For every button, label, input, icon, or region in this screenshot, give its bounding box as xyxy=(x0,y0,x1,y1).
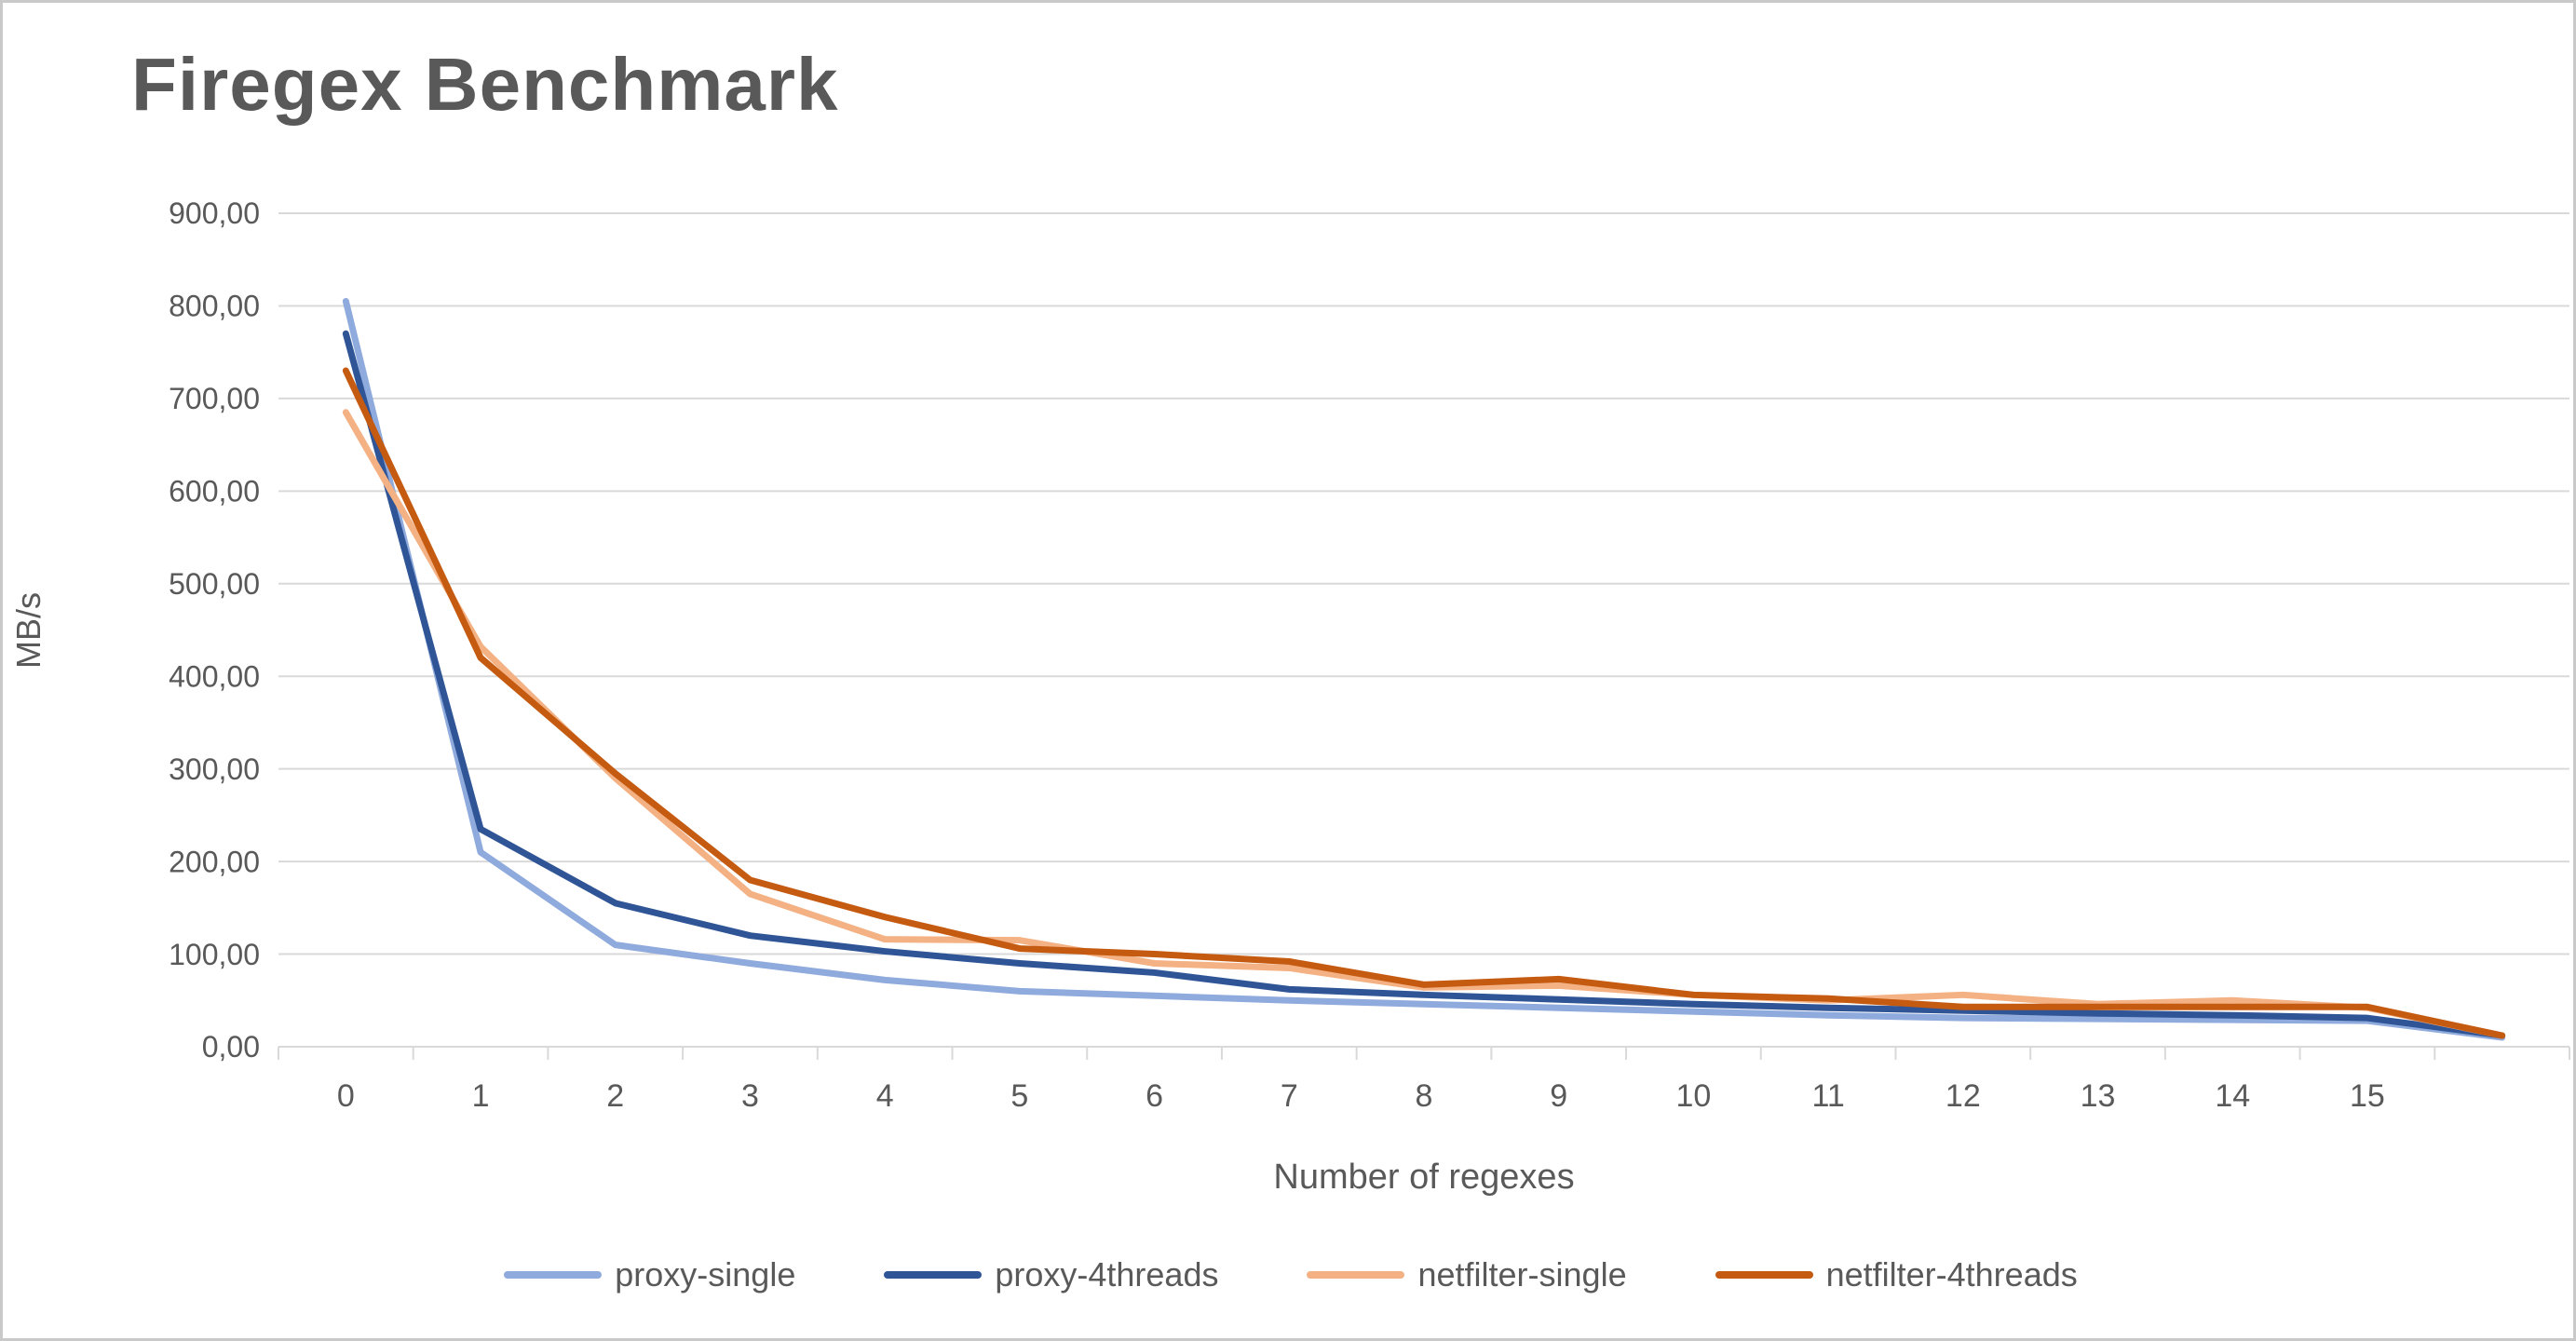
series-line-netfilter-4threads xyxy=(342,367,2506,1039)
x-tick-label: 4 xyxy=(876,1078,894,1114)
x-tick-label: 14 xyxy=(2215,1078,2250,1114)
legend-label: proxy-single xyxy=(615,1255,796,1294)
x-tick-label: 0 xyxy=(337,1078,355,1114)
x-tick-label: 3 xyxy=(741,1078,759,1114)
legend-item-proxy-single: proxy-single xyxy=(504,1255,795,1294)
chart-title: Firegex Benchmark xyxy=(131,43,839,126)
x-tick-label: 13 xyxy=(2081,1078,2116,1114)
x-tick-label: 6 xyxy=(1146,1078,1163,1114)
x-tick-label: 1 xyxy=(472,1078,490,1114)
legend-item-netfilter-single: netfilter-single xyxy=(1307,1255,1627,1294)
legend-item-proxy-4threads: proxy-4threads xyxy=(884,1255,1218,1294)
x-tick-label: 2 xyxy=(606,1078,624,1114)
x-tick-label: 12 xyxy=(1946,1078,1981,1114)
legend-swatch-proxy-single xyxy=(504,1271,603,1279)
series-line-proxy-4threads xyxy=(342,330,2506,1039)
legend-label: netfilter-single xyxy=(1417,1255,1627,1294)
series-line-proxy-single xyxy=(342,297,2506,1041)
x-tick-label: 5 xyxy=(1010,1078,1028,1114)
y-tick-label: 600,00 xyxy=(169,475,260,508)
y-tick-label: 300,00 xyxy=(169,752,260,786)
y-tick-label: 200,00 xyxy=(169,845,260,878)
y-tick-label: 500,00 xyxy=(169,567,260,601)
y-tick-label: 900,00 xyxy=(169,196,260,230)
y-tick-label: 700,00 xyxy=(169,382,260,415)
legend-swatch-netfilter-4threads xyxy=(1715,1271,1813,1279)
y-tick-label: 0,00 xyxy=(202,1030,260,1063)
y-tick-label: 100,00 xyxy=(169,938,260,971)
y-tick-label: 800,00 xyxy=(169,290,260,323)
x-axis-title: Number of regexes xyxy=(1273,1158,1575,1197)
legend-item-netfilter-4threads: netfilter-4threads xyxy=(1715,1255,2078,1294)
legend-swatch-proxy-4threads xyxy=(884,1271,983,1279)
x-tick-label: 8 xyxy=(1416,1078,1433,1114)
y-tick-label: 400,00 xyxy=(169,659,260,693)
x-tick-label: 10 xyxy=(1675,1078,1711,1114)
x-tick-label: 9 xyxy=(1550,1078,1567,1114)
x-tick-label: 15 xyxy=(2350,1078,2385,1114)
legend-swatch-netfilter-single xyxy=(1307,1271,1405,1279)
legend-label: proxy-4threads xyxy=(995,1255,1219,1294)
x-tick-label: 11 xyxy=(1811,1078,1844,1114)
legend-label: netfilter-4threads xyxy=(1825,1255,2078,1294)
x-tick-label: 7 xyxy=(1281,1078,1298,1114)
series-line-netfilter-single xyxy=(342,409,2506,1039)
line-chart-plot: 0,00 100,00 200,00 300,00 400,00 500,00 600,00… xyxy=(169,196,2570,1114)
chart-legend: proxy-single proxy-4threads netfilter-si… xyxy=(3,1255,2573,1294)
